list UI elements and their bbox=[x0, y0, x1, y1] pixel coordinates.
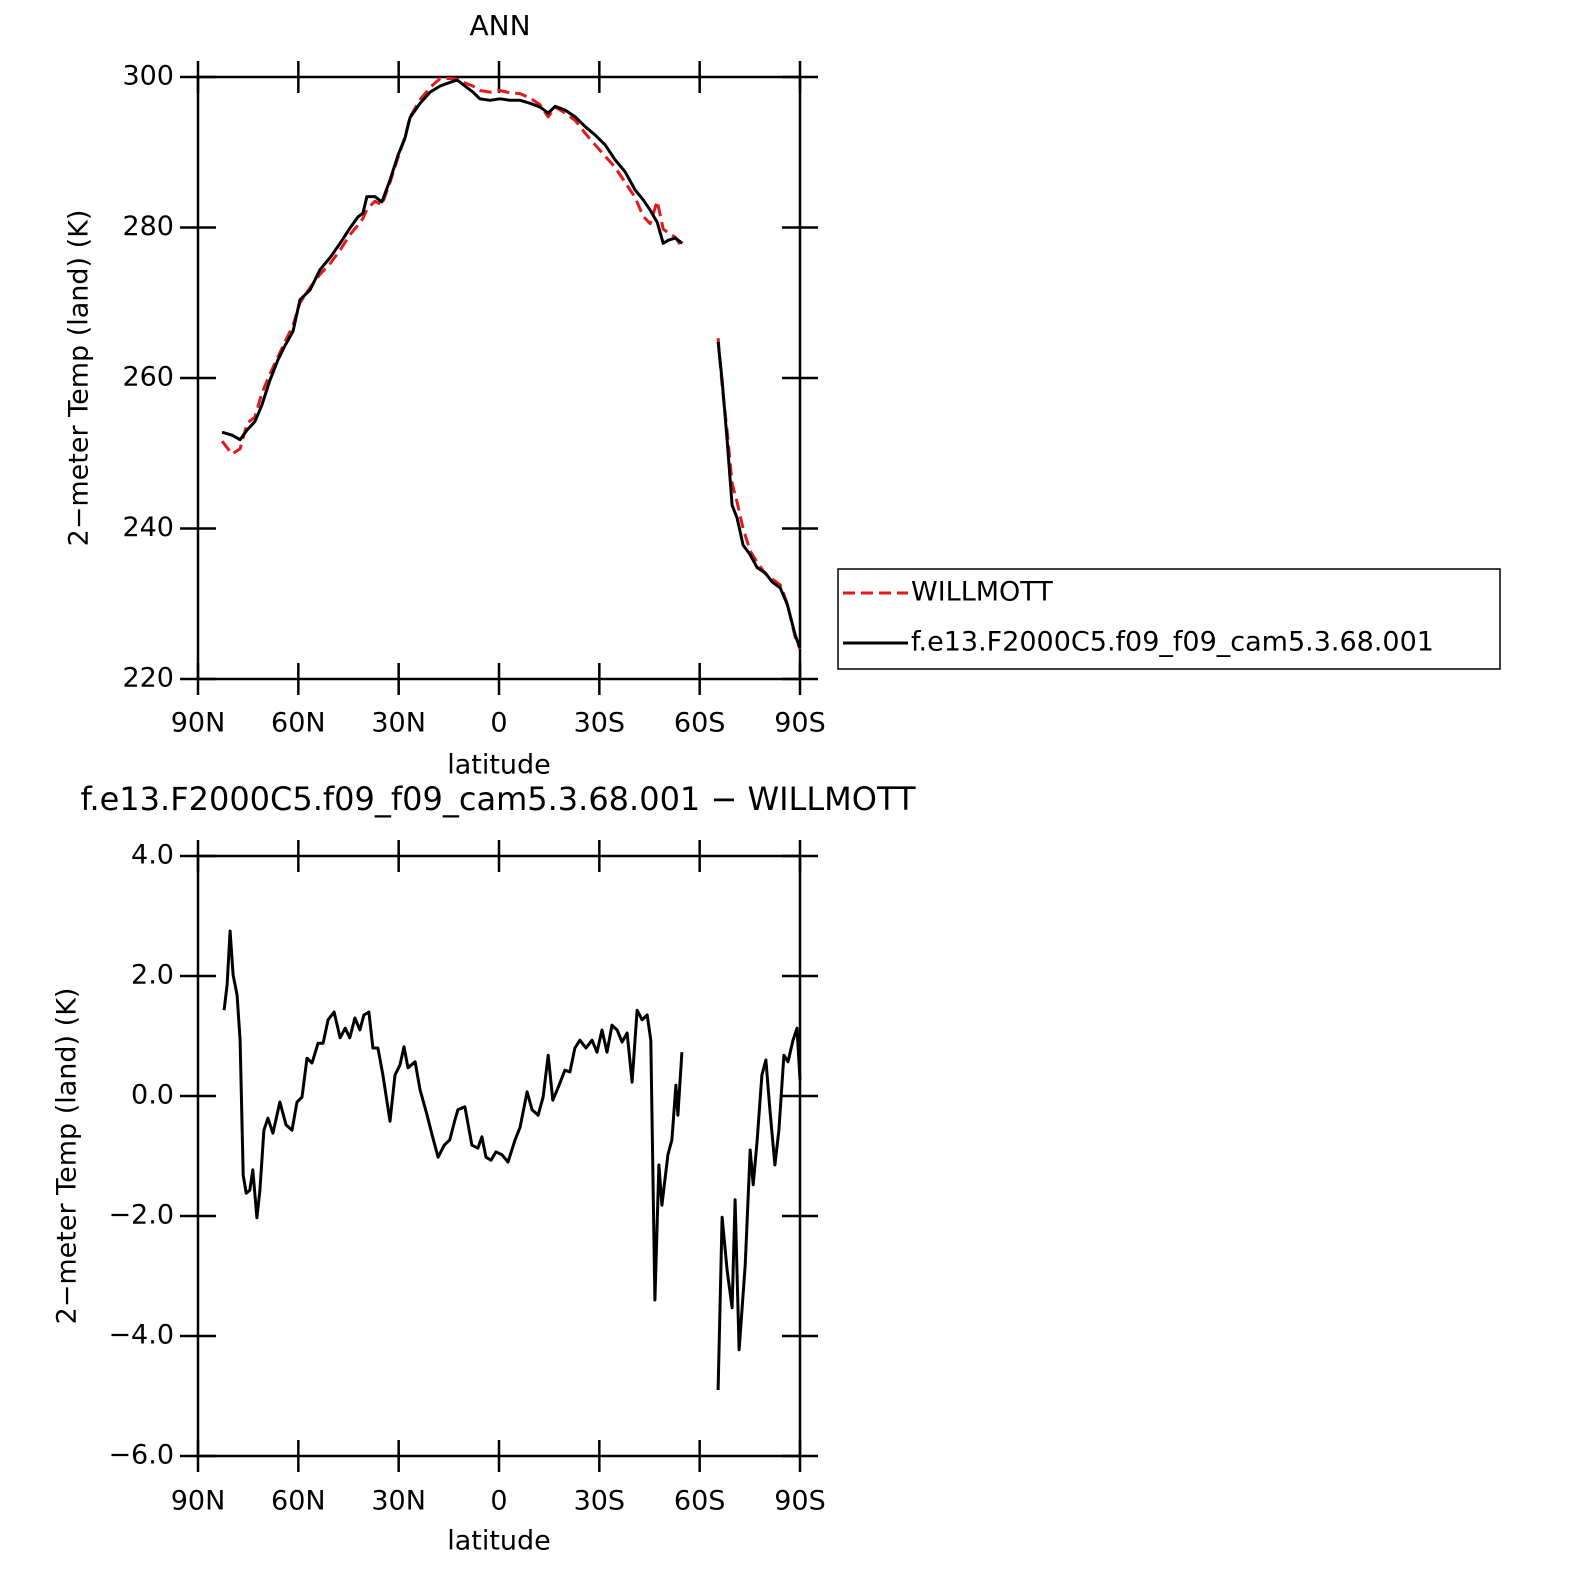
x-tick-label: 90N bbox=[171, 1486, 226, 1517]
y-tick-label: 260 bbox=[122, 362, 174, 393]
y-tick-label: 220 bbox=[122, 663, 174, 694]
y-tick-label: 240 bbox=[122, 512, 174, 543]
x-axis-label: latitude bbox=[447, 1526, 551, 1557]
data-line bbox=[222, 929, 802, 1391]
x-tick-label: 60S bbox=[674, 1486, 726, 1517]
x-axis-label: latitude bbox=[447, 750, 551, 781]
x-tick-label: 60N bbox=[271, 708, 326, 739]
x-tick-label: 60N bbox=[271, 1486, 326, 1517]
y-tick-label: −2.0 bbox=[108, 1200, 174, 1231]
x-tick-label: 30S bbox=[574, 708, 626, 739]
y-tick-label: 4.0 bbox=[131, 840, 174, 871]
x-tick-label: 90S bbox=[774, 708, 826, 739]
y-tick-label: 280 bbox=[122, 211, 174, 242]
x-tick-label: 30S bbox=[574, 1486, 626, 1517]
x-tick-label: 90S bbox=[774, 1486, 826, 1517]
plot-frame bbox=[196, 75, 802, 681]
plot-frame bbox=[196, 854, 802, 1458]
legend-label: f.e13.F2000C5.f09_f09_cam5.3.68.001 bbox=[911, 627, 1434, 658]
x-tick-label: 30N bbox=[371, 1486, 426, 1517]
y-tick-label: 2.0 bbox=[131, 960, 174, 991]
y-tick-label: 0.0 bbox=[131, 1080, 174, 1111]
legend-box bbox=[837, 568, 1501, 670]
data-line bbox=[221, 78, 802, 649]
y-tick-label: −4.0 bbox=[108, 1320, 174, 1351]
x-tick-label: 0 bbox=[490, 708, 507, 739]
legend-label: WILLMOTT bbox=[911, 577, 1053, 608]
y-axis-label: 2−meter Temp (land) (K) bbox=[52, 988, 83, 1325]
x-tick-label: 0 bbox=[490, 1486, 507, 1517]
x-tick-label: 30N bbox=[371, 708, 426, 739]
data-line bbox=[220, 77, 802, 650]
y-axis-label: 2−meter Temp (land) (K) bbox=[64, 210, 95, 547]
x-tick-label: 90N bbox=[171, 708, 226, 739]
chart-title: f.e13.F2000C5.f09_f09_cam5.3.68.001 − WI… bbox=[81, 780, 916, 818]
y-tick-label: 300 bbox=[122, 61, 174, 92]
x-tick-label: 60S bbox=[674, 708, 726, 739]
chart-title: ANN bbox=[469, 9, 530, 42]
y-tick-label: −6.0 bbox=[108, 1440, 174, 1471]
